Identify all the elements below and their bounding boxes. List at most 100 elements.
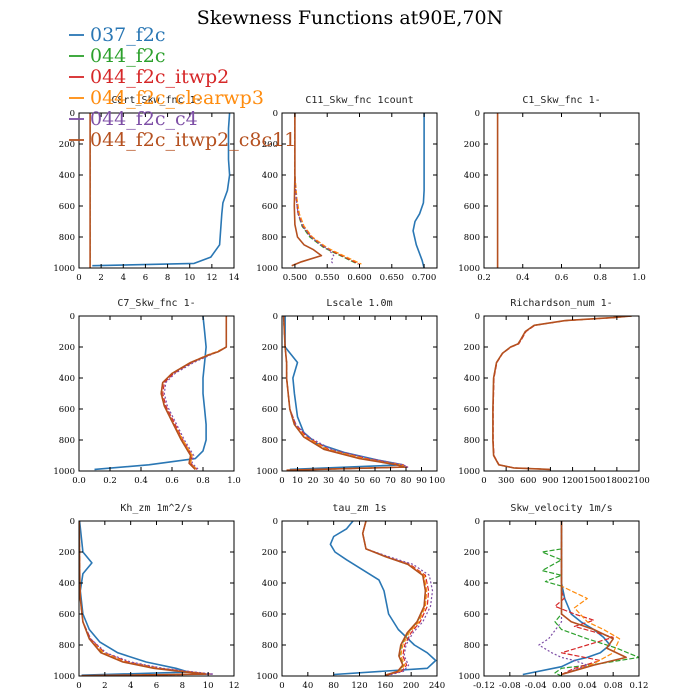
- x-tick-label: 90: [416, 476, 427, 486]
- x-tick-label: 70: [385, 476, 396, 486]
- x-tick-label: 12: [206, 273, 217, 283]
- series-line-044_f2c: [79, 521, 209, 676]
- y-tick-label: 200: [59, 140, 75, 150]
- series-line-044_f2c_itwp2_c8c11: [282, 316, 406, 471]
- series-line-037_f2c: [79, 521, 190, 676]
- y-tick-label: 200: [262, 140, 278, 150]
- panel-title: C11_Skw_fnc 1count: [305, 95, 413, 106]
- plot-frame: [281, 315, 438, 472]
- x-tick-label: 4: [121, 273, 126, 283]
- y-tick-label: 600: [464, 405, 480, 415]
- series-line-037_f2c: [92, 113, 231, 267]
- series-line-044_f2c_c4: [163, 316, 227, 470]
- y-tick-label: 200: [59, 548, 75, 558]
- x-tick-label: 0.4: [134, 476, 148, 486]
- panel-7: Kh_zm 1m^2/s 0 2 4 6 8 10 12 0 200 400 600 800 1000: [53, 503, 239, 691]
- y-tick-label: 1000: [256, 672, 278, 682]
- plot-frame: [483, 315, 640, 472]
- x-tick-label: 600: [520, 476, 536, 486]
- y-tick-label: 0: [475, 517, 480, 527]
- series-line-044_f2c_itwp2_c8c11: [492, 316, 632, 471]
- legend-entry: 044_f2c_clearwp3: [69, 87, 264, 109]
- x-tick-label: 0.600: [347, 273, 371, 283]
- y-tick-label: 400: [59, 579, 75, 589]
- x-tick-label: 0.2: [477, 273, 491, 283]
- x-tick-label: 0.700: [412, 273, 436, 283]
- panel-1: C8rt_Skw_fnc 1- 0 2 4 6 8 10 12 14 0 200 400 600 800 1…: [53, 95, 239, 283]
- panel-title: C1_Skw_fnc 1-: [522, 95, 600, 106]
- legend-label: 044_f2c_clearwp3: [90, 87, 264, 109]
- y-tick-label: 1000: [53, 672, 75, 682]
- series-line-044_f2c: [294, 113, 358, 265]
- x-tick-label: 900: [542, 476, 558, 486]
- plot-frame: [78, 315, 235, 472]
- x-tick-label: 2100: [628, 476, 650, 486]
- x-tick-label: 0: [279, 681, 284, 691]
- series-group: [94, 316, 228, 471]
- legend-label: 044_f2c_c4: [90, 108, 198, 130]
- x-tick-label: 0.04: [578, 681, 597, 691]
- panel-5: Lscale 1.0m0 10 20 30 40 50 60 70 80 90 1000200400…: [256, 298, 445, 486]
- x-tick-label: 30: [323, 476, 334, 486]
- x-tick-label: 0.8: [593, 273, 607, 283]
- x-tick-label: 100: [429, 476, 445, 486]
- y-tick-label: 400: [262, 171, 278, 181]
- series-line-044_f2c_itwp2: [283, 316, 409, 471]
- legend-entry: 037_f2c: [69, 24, 166, 46]
- series-line-044_f2c_c4: [79, 521, 214, 676]
- series-line-044_f2c_itwp2_c8c11: [560, 521, 627, 676]
- y-tick-label: 1000: [458, 672, 480, 682]
- y-tick-label: 800: [59, 233, 75, 243]
- y-tick-label: 0: [273, 312, 278, 322]
- x-tick-label: 80: [328, 681, 339, 691]
- x-tick-label: 1.0: [632, 273, 646, 283]
- x-tick-label: 0.500: [283, 273, 307, 283]
- plot-frame: [281, 520, 438, 677]
- y-tick-label: 400: [464, 579, 480, 589]
- series-line-044_f2c_itwp2: [294, 113, 360, 265]
- y-tick-label: 400: [262, 579, 278, 589]
- series-line-037_f2c: [284, 316, 404, 471]
- panel-title: Lscale 1.0m: [326, 298, 392, 309]
- panel-4: C7_Skw_fnc 1- 0.0 0.2 0.4 0.6 0.8 1.0 0 200 400 60…: [53, 298, 240, 486]
- series-line-044_f2c_clearwp3: [79, 521, 211, 676]
- x-tick-label: 240: [429, 681, 445, 691]
- y-tick-label: 800: [464, 641, 480, 651]
- y-tick-label: 600: [262, 405, 278, 415]
- x-tick-label: 200: [403, 681, 419, 691]
- y-tick-label: 200: [464, 548, 480, 558]
- y-tick-label: 800: [262, 436, 278, 446]
- series-line-044_f2c: [541, 521, 639, 676]
- series-line-044_f2c_itwp2: [362, 521, 430, 676]
- y-tick-label: 200: [464, 140, 480, 150]
- x-tick-label: 160: [377, 681, 393, 691]
- y-tick-label: 600: [464, 202, 480, 212]
- y-tick-label: 200: [262, 343, 278, 353]
- y-tick-label: 0: [273, 517, 278, 527]
- y-tick-label: 200: [59, 343, 75, 353]
- series-line-044_f2c_itwp2_c8c11: [79, 521, 207, 676]
- plot-frame: [78, 112, 235, 269]
- x-tick-label: 0.4: [516, 273, 530, 283]
- x-tick-label: 0: [76, 273, 81, 283]
- y-tick-label: 1000: [53, 264, 75, 274]
- y-tick-label: 1000: [256, 264, 278, 274]
- y-tick-label: 600: [59, 202, 75, 212]
- series-line-044_f2c: [160, 316, 227, 470]
- y-tick-label: 200: [262, 548, 278, 558]
- y-tick-label: 0: [475, 312, 480, 322]
- x-tick-label: -0.12: [473, 681, 495, 691]
- x-tick-label: 0.12: [630, 681, 649, 691]
- series-line-044_f2c: [283, 316, 407, 471]
- series-line-044_f2c_itwp2: [554, 521, 614, 676]
- x-tick-label: 60: [370, 476, 381, 486]
- series-line-037_f2c: [94, 316, 207, 471]
- series-line-044_f2c_c4: [283, 316, 409, 471]
- panel-3: C1_Skw_fnc 1- 0.2 0.4 0.6 0.8 1.0 0 200 400 600 80…: [458, 95, 645, 283]
- series-group: [79, 521, 214, 676]
- x-tick-label: 20: [308, 476, 319, 486]
- y-tick-label: 600: [59, 405, 75, 415]
- y-tick-label: 200: [464, 343, 480, 353]
- panel-title: Skw_velocity 1m/s: [510, 503, 612, 514]
- x-tick-label: 8: [165, 273, 170, 283]
